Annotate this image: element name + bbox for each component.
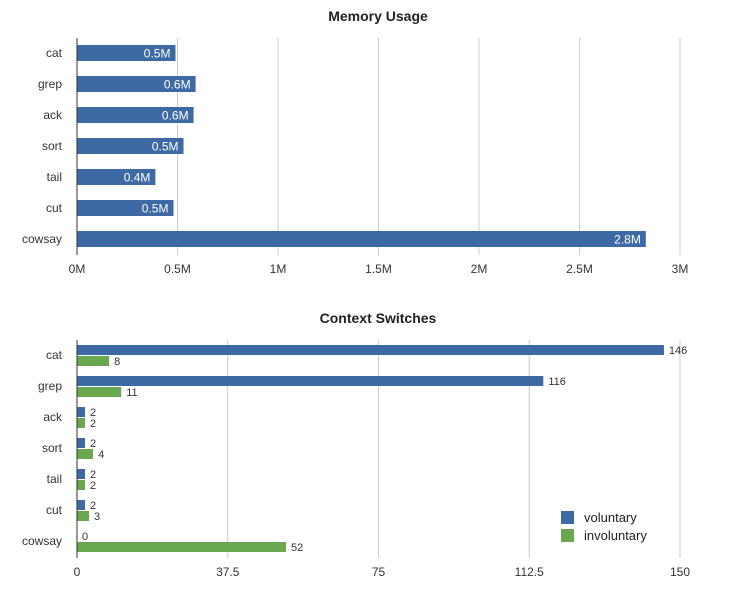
context-bar-involuntary [77, 511, 90, 521]
context-bar-involuntary [77, 480, 86, 490]
memory-category-label: sort [42, 139, 63, 153]
memory-category-label: cat [46, 46, 63, 60]
memory-x-tick-label: 3M [672, 262, 689, 276]
context-bar-involuntary [77, 387, 122, 397]
context-bar-value-label: 116 [548, 376, 566, 388]
memory-category-label: grep [38, 77, 62, 91]
context-bar-value-label: 2 [90, 500, 96, 512]
memory-bar [77, 231, 646, 247]
context-bar-value-label: 2 [90, 480, 96, 492]
memory-category-label: ack [43, 108, 63, 122]
context-category-label: sort [42, 441, 63, 455]
memory-bar-value-label: 0.5M [152, 140, 179, 154]
context-bar-value-label: 3 [94, 511, 100, 523]
legend-label-involuntary: involuntary [584, 528, 647, 543]
context-chart-tick-labels: 0 37.5 75 112.5 150 [74, 565, 691, 579]
context-chart-title: Context Switches [320, 310, 437, 326]
context-bar-voluntary [77, 407, 86, 417]
context-category-label: tail [47, 472, 62, 486]
memory-x-tick-label: 0M [69, 262, 86, 276]
context-bar-value-label: 146 [669, 345, 687, 357]
memory-bar-value-label: 0.6M [164, 78, 191, 92]
context-x-tick-label: 75 [372, 565, 386, 579]
context-bar-voluntary [77, 345, 664, 355]
legend-swatch-involuntary [561, 529, 574, 542]
context-bar-value-label: 2 [90, 407, 96, 419]
context-bar-voluntary [77, 469, 86, 479]
context-bar-involuntary [77, 542, 287, 552]
context-bar-voluntary [77, 376, 544, 386]
context-bar-value-label: 2 [90, 438, 96, 450]
memory-x-tick-label: 0.5M [164, 262, 191, 276]
memory-category-label: tail [47, 170, 62, 184]
legend-swatch-voluntary [561, 511, 574, 524]
context-x-tick-label: 112.5 [515, 565, 544, 579]
memory-chart-title: Memory Usage [328, 8, 428, 24]
context-bar-involuntary [77, 449, 94, 459]
legend-label-voluntary: voluntary [584, 510, 637, 525]
context-bar-involuntary [77, 356, 110, 366]
context-category-label: ack [43, 410, 63, 424]
context-bar-value-label: 0 [82, 531, 88, 543]
context-category-label: grep [38, 379, 62, 393]
context-category-label: cut [46, 503, 63, 517]
context-bar-value-label: 4 [98, 449, 104, 461]
context-x-tick-label: 150 [670, 565, 690, 579]
memory-x-tick-label: 2.5M [566, 262, 593, 276]
memory-category-label: cowsay [22, 232, 62, 246]
context-bar-voluntary [77, 500, 86, 510]
memory-bar [77, 76, 196, 92]
context-category-label: cowsay [22, 534, 62, 548]
memory-x-tick-label: 2M [471, 262, 488, 276]
context-chart-category-labels: cat grep ack sort tail cut cowsay [22, 348, 63, 548]
memory-category-label: cut [46, 201, 63, 215]
memory-bar-value-label: 0.6M [162, 109, 189, 123]
context-bar-voluntary [77, 438, 86, 448]
context-chart-legend: voluntary involuntary [561, 510, 647, 543]
context-bar-value-label: 2 [90, 418, 96, 430]
memory-bar [77, 200, 174, 216]
memory-chart-category-labels: cat grep ack sort tail cut cowsay [22, 46, 63, 246]
context-chart-gridlines [227, 340, 681, 558]
memory-bar [77, 138, 184, 154]
context-bar-value-label: 8 [114, 356, 120, 368]
memory-bar-value-label: 0.5M [142, 202, 169, 216]
memory-x-tick-label: 1M [270, 262, 287, 276]
context-bar-value-label: 11 [126, 387, 137, 399]
memory-x-tick-label: 1.5M [365, 262, 392, 276]
memory-usage-chart: Memory Usage 0.5M 0.6M 0.6M 0.5M 0.4M 0.5M 2.8… [22, 8, 688, 276]
memory-bar-value-label: 2.8M [614, 233, 641, 247]
memory-bar [77, 45, 176, 61]
context-bar-involuntary [77, 418, 86, 428]
memory-chart-gridlines [177, 38, 681, 255]
memory-bar-value-label: 0.5M [144, 47, 171, 61]
context-category-label: cat [46, 348, 63, 362]
context-bar-value-label: 52 [291, 542, 303, 554]
context-x-tick-label: 37.5 [216, 565, 240, 579]
memory-bar [77, 169, 156, 185]
context-bar-value-label: 2 [90, 469, 96, 481]
context-x-tick-label: 0 [74, 565, 81, 579]
memory-chart-tick-labels: 0M 0.5M 1M 1.5M 2M 2.5M 3M [69, 262, 689, 276]
memory-chart-bars: 0.5M 0.6M 0.6M 0.5M 0.4M 0.5M 2.8M [77, 45, 646, 247]
memory-bar-value-label: 0.4M [124, 171, 151, 185]
memory-bar [77, 107, 194, 123]
